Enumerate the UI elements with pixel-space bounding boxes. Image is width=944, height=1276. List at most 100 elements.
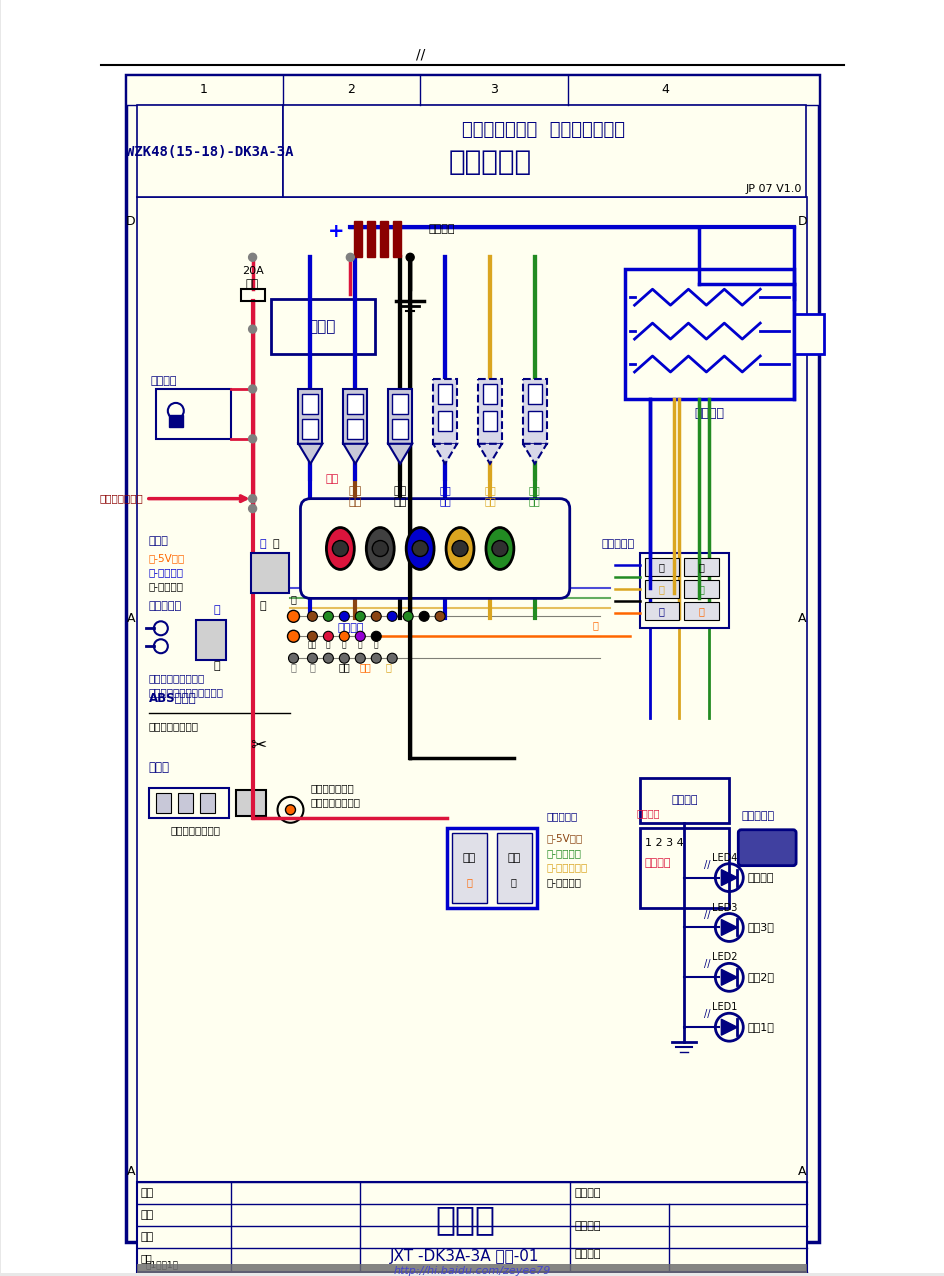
Bar [235, 790, 265, 815]
Bar [250, 554, 288, 593]
Text: 黄: 黄 [658, 584, 664, 595]
Bar [438, 384, 451, 404]
Text: 限速调节电位器: 限速调节电位器 [311, 783, 354, 792]
Bar [478, 379, 501, 444]
Circle shape [248, 435, 257, 443]
Bar [302, 419, 318, 439]
Text: 粗蓝: 粗蓝 [439, 486, 450, 495]
Text: 黑: 黑 [511, 878, 516, 888]
Text: 标准: 标准 [141, 1253, 153, 1263]
Text: 顺时针调节为加速: 顺时针调节为加速 [311, 796, 360, 806]
Bar [683, 602, 718, 620]
Text: 橙: 橙 [698, 606, 703, 616]
Text: A: A [797, 1165, 805, 1178]
Text: 粗蓝: 粗蓝 [439, 496, 450, 507]
Text: 三档电子变速型  无刷电机控制器: 三档电子变速型 无刷电机控制器 [462, 121, 625, 139]
Circle shape [248, 504, 257, 513]
Polygon shape [432, 444, 457, 463]
Bar [137, 1263, 806, 1276]
Ellipse shape [326, 527, 354, 569]
Text: A: A [797, 611, 805, 625]
Text: 贵: 贵 [658, 606, 664, 616]
Text: ABS选择线: ABS选择线 [149, 692, 196, 704]
Text: //: // [703, 960, 710, 970]
Bar [302, 394, 318, 413]
Polygon shape [720, 920, 736, 935]
Circle shape [248, 385, 257, 393]
Text: ✂: ✂ [250, 736, 266, 755]
Text: JXT -DK3A-3A 多头-01: JXT -DK3A-3A 多头-01 [390, 1249, 539, 1265]
Circle shape [406, 254, 413, 262]
Text: 电池组: 电池组 [309, 319, 336, 334]
Text: 速度3档: 速度3档 [747, 923, 773, 933]
Bar [388, 389, 412, 444]
Text: 棕红: 棕红 [348, 496, 362, 507]
Circle shape [387, 653, 396, 664]
Text: LED1: LED1 [711, 1002, 736, 1012]
Text: 棕黑: 棕黑 [393, 496, 406, 507]
Text: 灰: 灰 [290, 662, 296, 672]
Bar [683, 559, 718, 577]
Text: 紫: 紫 [358, 641, 362, 649]
Polygon shape [298, 444, 322, 463]
Text: 审核: 审核 [141, 1210, 154, 1220]
Text: 灰: 灰 [310, 662, 315, 672]
Circle shape [387, 611, 396, 621]
Text: 档: 档 [272, 538, 278, 549]
Bar [683, 581, 718, 598]
Circle shape [332, 541, 348, 556]
Text: 对插时为限速有效: 对插时为限速有效 [171, 824, 221, 835]
Text: 棕-5V电源: 棕-5V电源 [547, 833, 582, 842]
Text: 批准: 批准 [141, 1231, 154, 1242]
Bar [137, 1182, 806, 1272]
Text: 绿: 绿 [698, 584, 703, 595]
Circle shape [434, 611, 445, 621]
Text: 3: 3 [490, 83, 497, 96]
Text: 仪表和车灯电源: 仪表和车灯电源 [99, 494, 143, 504]
Bar [379, 222, 388, 258]
Text: 接线示意图: 接线示意图 [447, 148, 531, 176]
Bar [528, 384, 541, 404]
Text: 粗绿: 粗绿 [529, 486, 540, 495]
Bar [177, 792, 193, 813]
Circle shape [403, 611, 413, 621]
Text: 橙: 橙 [465, 878, 471, 888]
Bar [482, 411, 497, 431]
Text: 保险: 保险 [245, 279, 259, 290]
Text: D: D [126, 214, 136, 228]
Text: LED2: LED2 [711, 952, 736, 962]
Bar [497, 833, 531, 902]
FancyBboxPatch shape [300, 499, 569, 598]
Text: 粗黄: 粗黄 [483, 486, 496, 495]
Circle shape [339, 653, 349, 664]
Ellipse shape [446, 527, 474, 569]
Text: 粗绿: 粗绿 [529, 496, 540, 507]
Text: //: // [703, 1009, 710, 1020]
Text: 黑: 黑 [213, 661, 220, 671]
Bar [195, 620, 226, 660]
Text: 蓝白花线: 蓝白花线 [337, 623, 363, 633]
Bar [156, 389, 230, 439]
Bar [392, 394, 408, 413]
Circle shape [451, 541, 467, 556]
Circle shape [372, 541, 388, 556]
Bar [137, 198, 806, 1230]
Bar [644, 559, 679, 577]
Text: 棕黑: 棕黑 [393, 486, 406, 495]
Bar [528, 411, 541, 431]
Circle shape [355, 653, 365, 664]
Ellipse shape [485, 527, 514, 569]
Circle shape [323, 632, 333, 642]
Bar [270, 299, 375, 353]
Text: //: // [703, 860, 710, 870]
Text: 4: 4 [661, 83, 668, 96]
Text: 1 2 3 4: 1 2 3 4 [644, 838, 683, 847]
Polygon shape [522, 444, 547, 463]
Circle shape [248, 325, 257, 333]
Text: 刹车: 刹车 [507, 852, 520, 863]
Bar [149, 787, 228, 818]
Text: 黑-信号地线: 黑-信号地线 [547, 878, 582, 888]
Bar [639, 828, 729, 907]
Text: 速度1档: 速度1档 [747, 1022, 773, 1032]
Text: 1: 1 [199, 83, 208, 96]
